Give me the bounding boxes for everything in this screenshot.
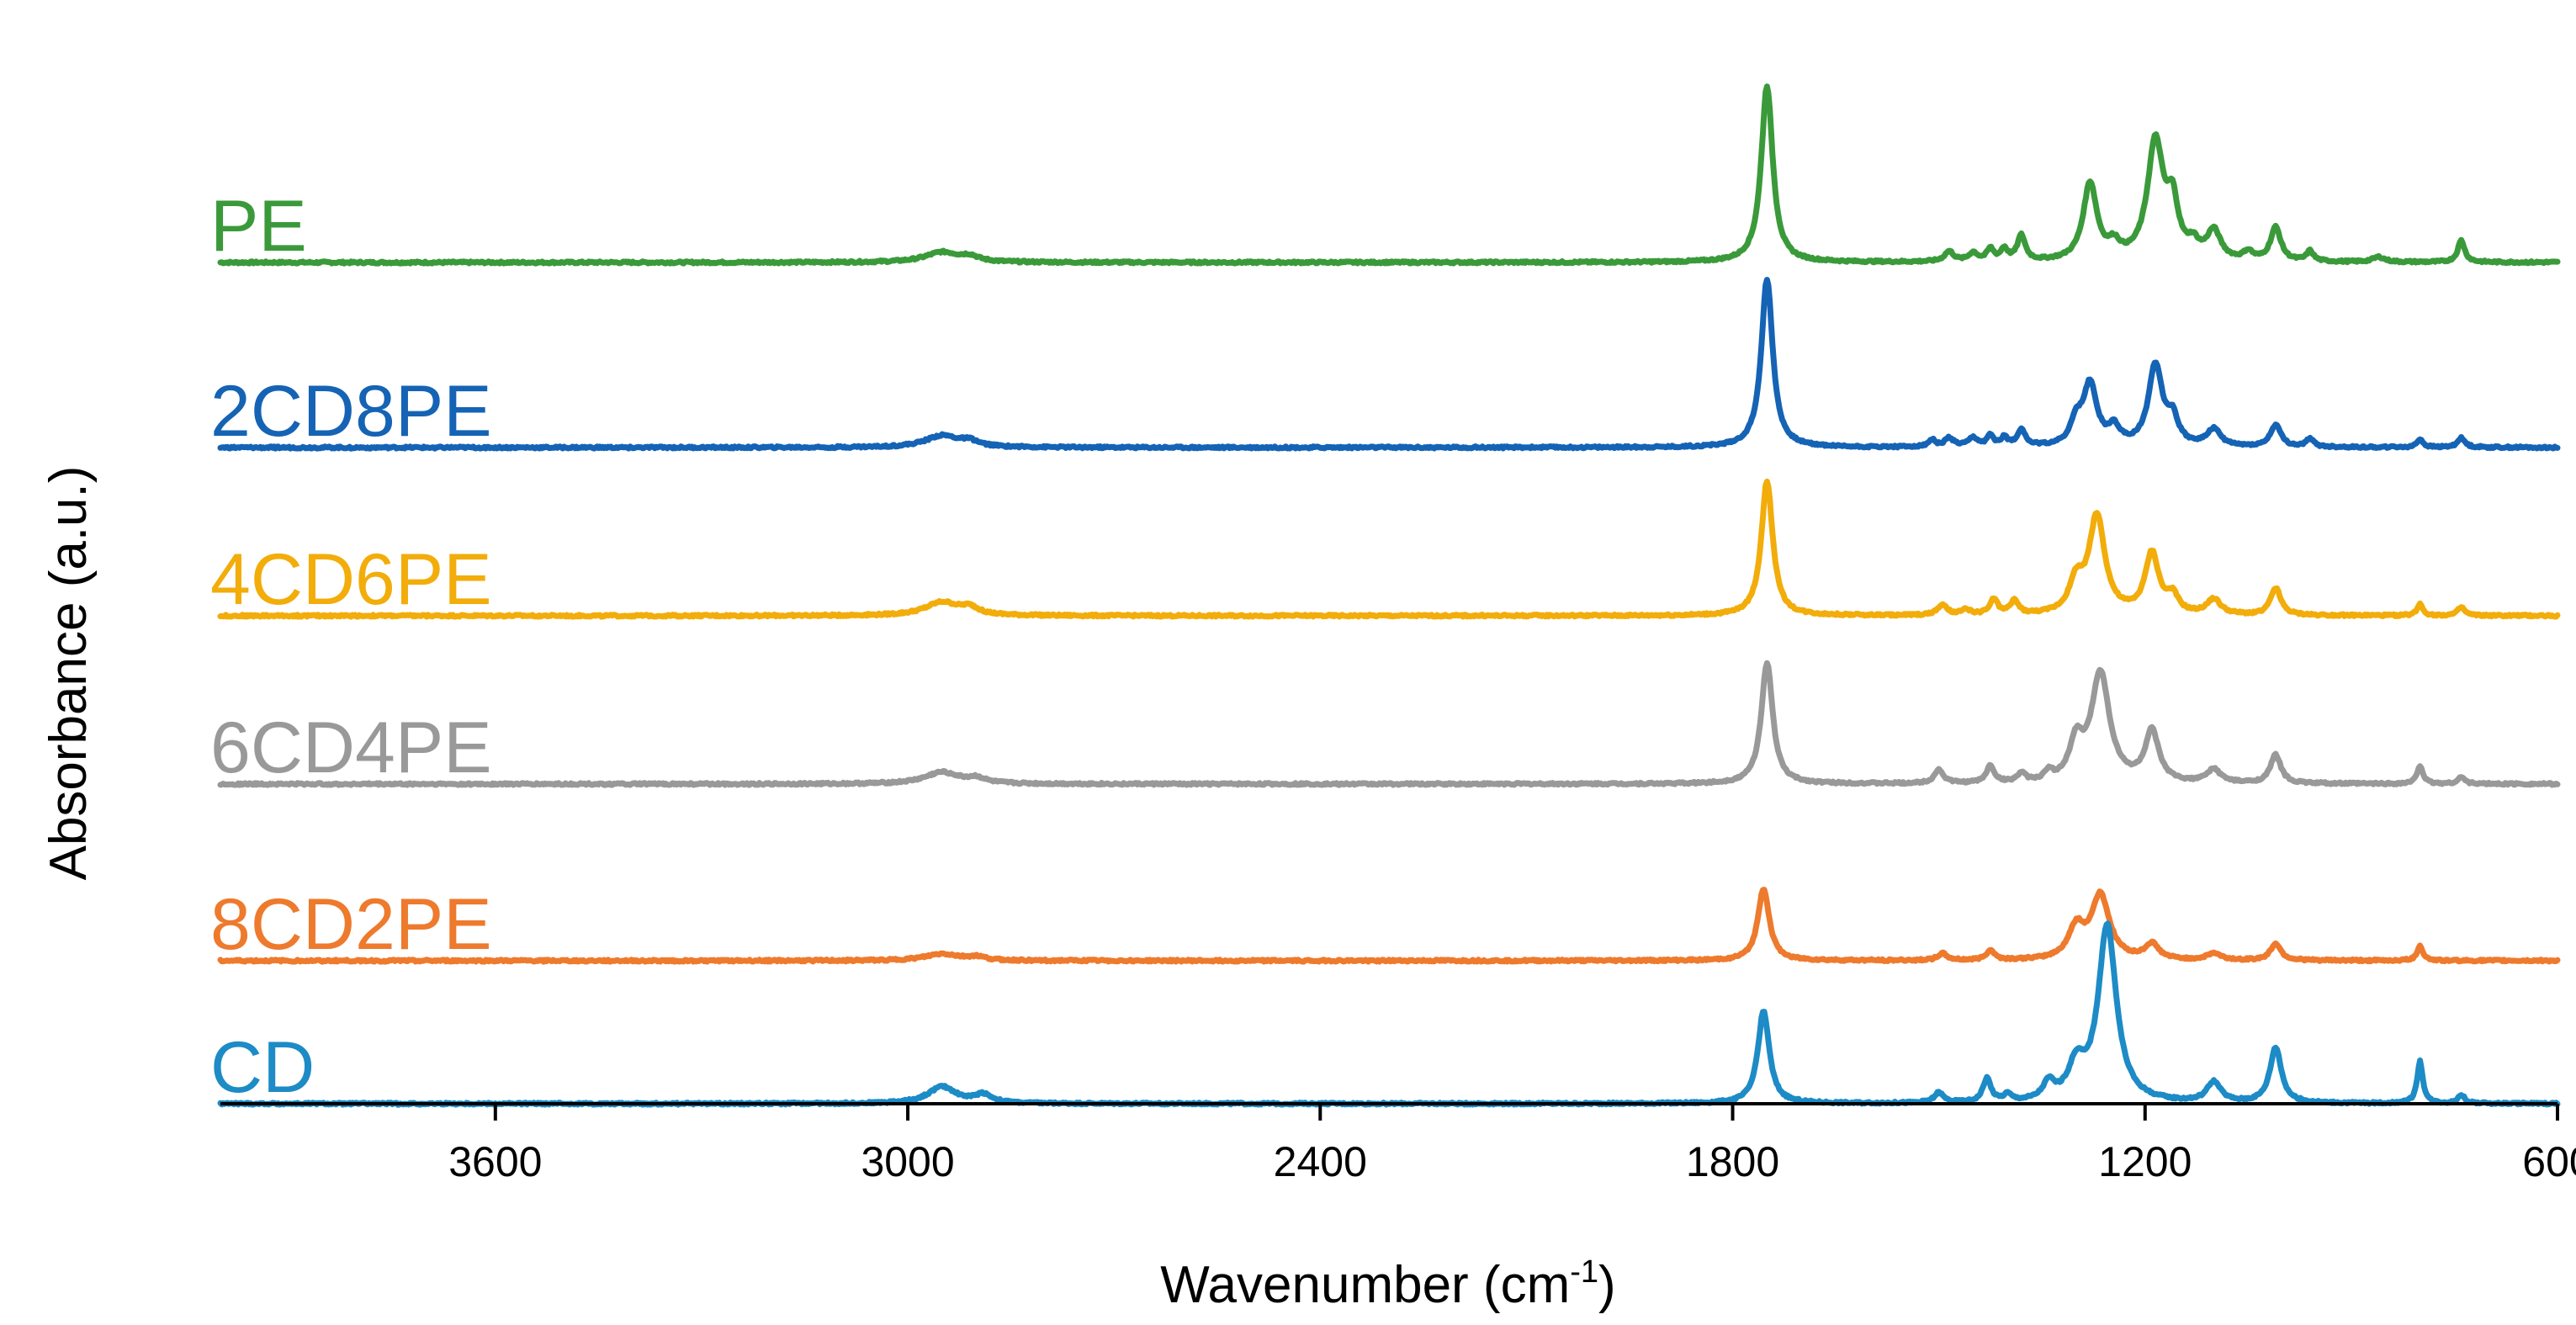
x-tick-label-2400: 2400 xyxy=(1274,1138,1367,1185)
series-line-4cd6pe xyxy=(217,478,2561,620)
x-axis-title-unit: (cm xyxy=(1469,1256,1571,1314)
series-label-cd: CD xyxy=(210,1027,315,1108)
series-label-8cd2pe: 8CD2PE xyxy=(210,884,492,965)
x-tick-label-3000: 3000 xyxy=(861,1138,954,1185)
x-tick-label-600: 600 xyxy=(2522,1138,2576,1185)
x-tick-label-3600: 3600 xyxy=(448,1138,542,1185)
series-label-2cd8pe: 2CD8PE xyxy=(210,371,492,452)
x-tick-label-1200: 1200 xyxy=(2098,1138,2192,1185)
plot-series xyxy=(217,83,2561,1108)
x-axis-title-text: Wavenumber xyxy=(1160,1256,1468,1314)
x-axis-title-close: ) xyxy=(1598,1256,1616,1314)
x-tick-label-1800: 1800 xyxy=(1686,1138,1779,1185)
x-ticks: 3600 3000 2400 1800 1200 600 xyxy=(448,1104,2576,1185)
x-axis-title-sup: -1 xyxy=(1570,1254,1598,1290)
series-label-4cd6pe: 4CD6PE xyxy=(210,539,492,620)
series-labels: PE 2CD8PE 4CD6PE 6CD4PE 8CD2PE CD xyxy=(210,186,492,1108)
series-line-6cd4pe xyxy=(217,660,2561,788)
series-line-8cd2pe xyxy=(217,887,2561,965)
x-axis-title: Wavenumber (cm-1) xyxy=(1160,1254,1615,1314)
series-line-cd xyxy=(217,920,2561,1108)
series-label-6cd4pe: 6CD4PE xyxy=(210,708,492,788)
series-label-pe: PE xyxy=(210,186,307,267)
y-axis-title: Absorbance (a.u.) xyxy=(40,466,98,881)
series-line-pe xyxy=(217,83,2561,267)
series-line-2cd8pe xyxy=(217,277,2561,452)
